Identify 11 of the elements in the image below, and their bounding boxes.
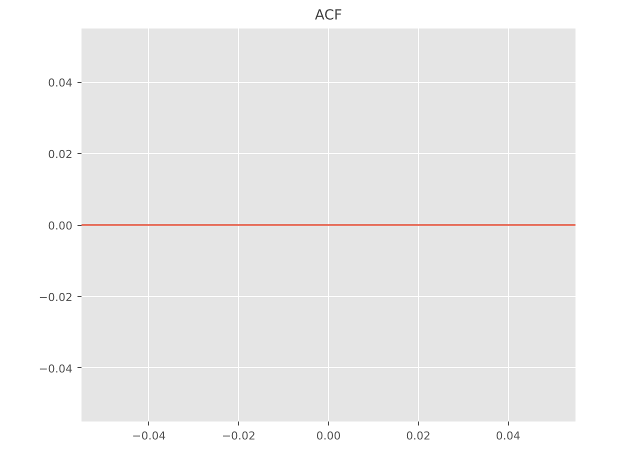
y-tick-label: 0.04 [48, 76, 73, 90]
chart-title: ACF [314, 8, 342, 24]
x-tick-label: 0.02 [406, 430, 431, 442]
x-tick-label: −0.04 [132, 430, 166, 442]
x-tick-label: −0.02 [222, 430, 256, 442]
x-tick-label: 0.04 [496, 430, 520, 442]
x-tick-label: 0.00 [316, 430, 341, 442]
y-tick-label: 0.02 [48, 148, 73, 162]
y-tick-label: −0.04 [38, 362, 73, 376]
y-tick-label: −0.02 [38, 290, 73, 304]
y-tick-label: 0.00 [48, 220, 73, 232]
